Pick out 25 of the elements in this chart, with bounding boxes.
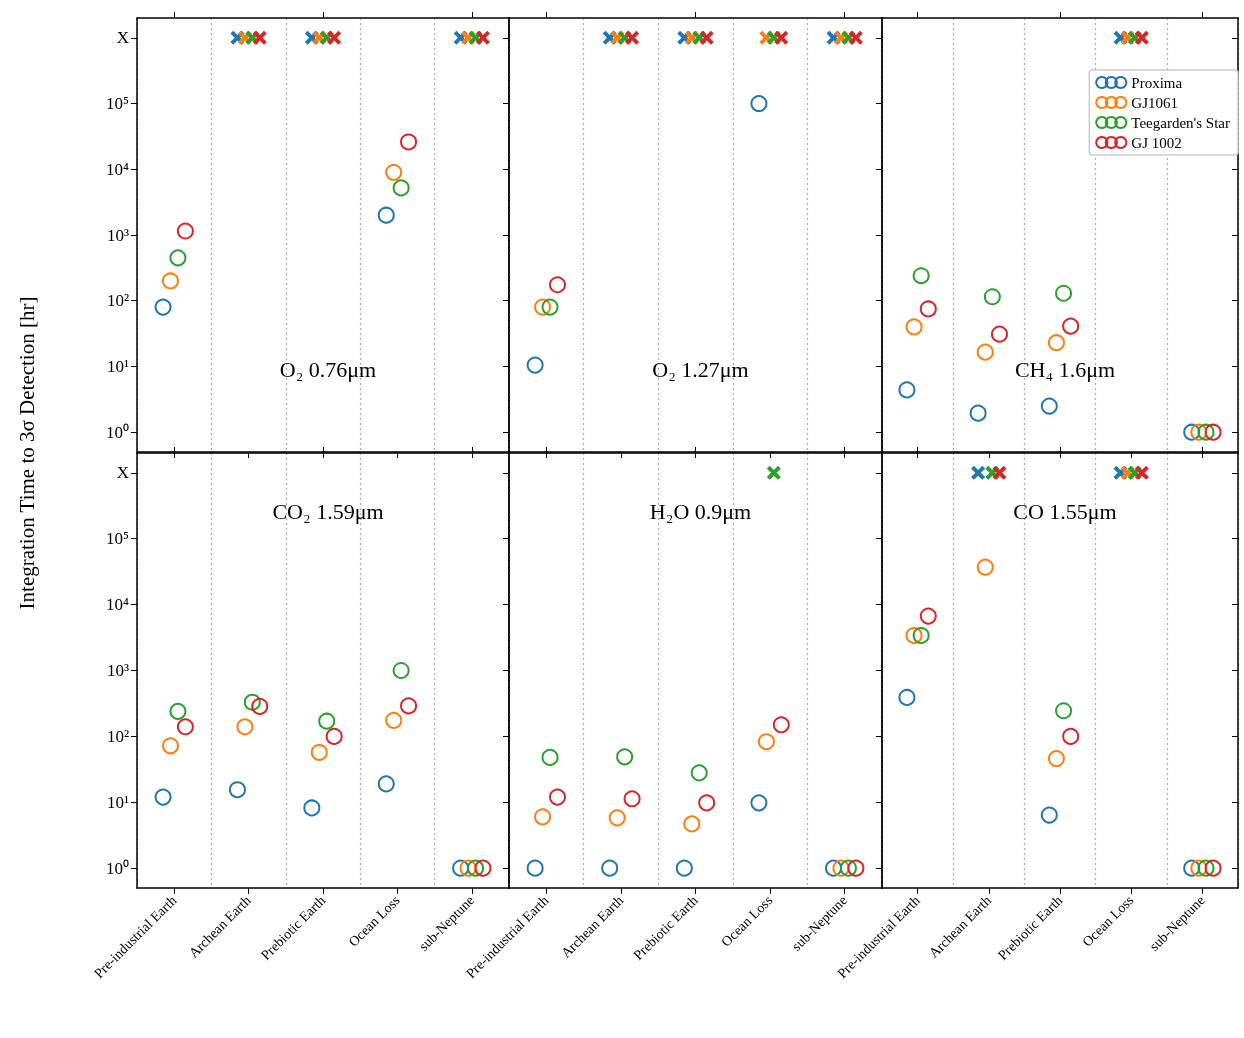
y-tick-label: 10⁵ [106, 529, 130, 549]
y-tick-label: 10⁰ [106, 422, 129, 442]
legend-label: Teegarden's Star [1131, 114, 1231, 131]
y-tick-label: 10³ [106, 225, 129, 245]
text: CO₂ 1.59μm [272, 498, 384, 524]
y-tick-label: 10² [106, 726, 129, 746]
y-tick-label: 10¹ [106, 792, 129, 812]
text: CH₄ 1.6μm [1014, 356, 1116, 382]
text: O₂ 1.27μm [652, 356, 749, 382]
legend-label: Proxima [1131, 74, 1183, 91]
text: H₂O 0.9μm [649, 498, 752, 524]
legend-label: GJ1061 [1131, 94, 1178, 111]
text: CO 1.55μm [1013, 498, 1117, 524]
y-tick-label: X [116, 28, 129, 48]
y-tick-label: 10⁰ [106, 858, 129, 878]
text: O₂ 0.76μm [279, 356, 377, 382]
legend-label: GJ 1002 [1131, 134, 1182, 151]
y-tick-label: X [116, 463, 129, 483]
y-tick-label: 10³ [106, 661, 129, 680]
y-tick-label: 10⁵ [106, 94, 130, 114]
y-axis-title: Integration Time to 3σ Detection [hr] [14, 296, 40, 610]
y-tick-label: 10⁴ [106, 595, 130, 615]
y-tick-label: 10² [106, 291, 129, 311]
y-tick-label: 10⁴ [106, 159, 130, 179]
y-tick-label: 10¹ [106, 356, 129, 376]
